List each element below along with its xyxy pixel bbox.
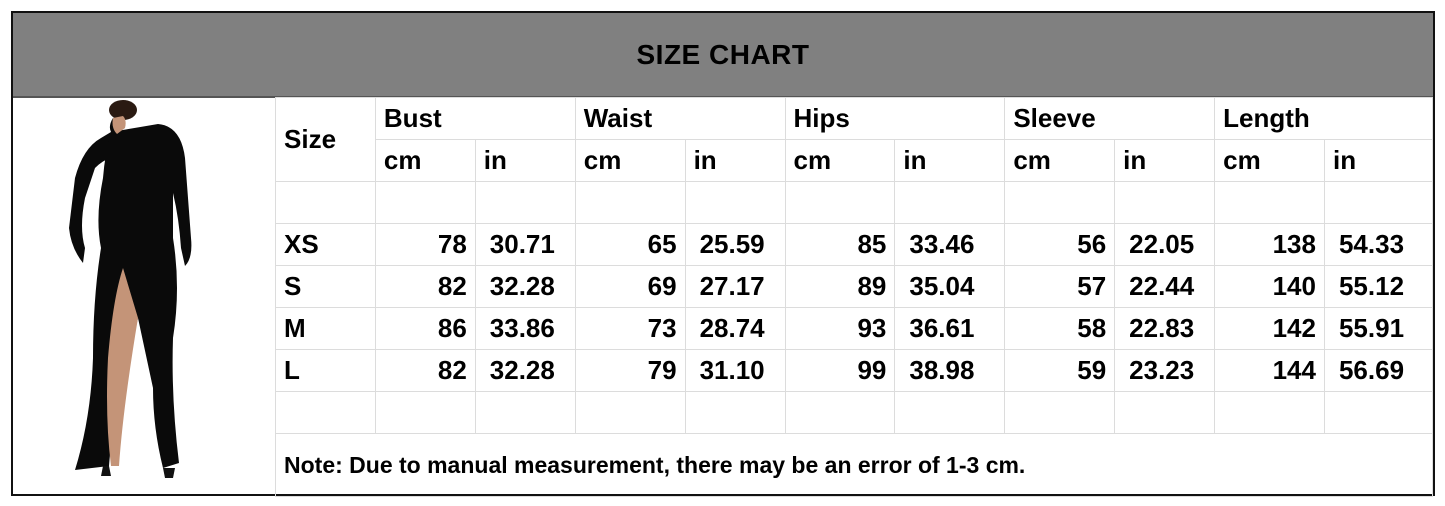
unit-in: in: [894, 139, 1006, 182]
cell-cm: 58: [1004, 307, 1116, 350]
cell-in: 32.28: [474, 349, 576, 392]
unit-cm: cm: [1214, 139, 1325, 182]
unit-cm: cm: [374, 139, 476, 182]
cell-in: 22.44: [1114, 265, 1216, 308]
cell-cm: 89: [784, 265, 896, 308]
size-table: Size Bust Waist Hips Sleeve Length cm in …: [275, 97, 1434, 497]
cell-in: 54.33: [1323, 223, 1434, 266]
cell-in: 25.59: [684, 223, 786, 266]
cell-in: 36.61: [894, 307, 1006, 350]
header-bust: Bust: [374, 97, 576, 140]
cell-in: 30.71: [474, 223, 576, 266]
dress-photo: [13, 98, 275, 494]
unit-in: in: [1323, 139, 1434, 182]
table-row: M 86 33.86 73 28.74 93 36.61 58 22.83 142 55.91: [275, 307, 1434, 350]
cell-in: 31.10: [684, 349, 786, 392]
header-length: Length: [1214, 97, 1433, 140]
cell-cm: 93: [784, 307, 896, 350]
unit-cm: cm: [1004, 139, 1116, 182]
empty-row: [275, 181, 1434, 224]
header-row: Size Bust Waist Hips Sleeve Length: [275, 97, 1433, 182]
size-header: Size: [275, 97, 376, 182]
cell-in: 22.05: [1114, 223, 1216, 266]
cell-cm: 82: [374, 265, 476, 308]
cell-cm: 59: [1004, 349, 1116, 392]
unit-cm: cm: [574, 139, 686, 182]
cell-cm: 57: [1004, 265, 1116, 308]
cell-cm: 73: [574, 307, 686, 350]
cell-cm: 86: [374, 307, 476, 350]
cell-cm: 56: [1004, 223, 1116, 266]
cell-cm: 78: [374, 223, 476, 266]
cell-cm: 65: [574, 223, 686, 266]
cell-in: 32.28: [474, 265, 576, 308]
cell-in: 56.69: [1323, 349, 1434, 392]
table-row: L 82 32.28 79 31.10 99 38.98 59 23.23 144 56.69: [275, 349, 1434, 392]
size-label: XS: [275, 223, 376, 266]
cell-cm: 144: [1214, 349, 1325, 392]
table-row: XS 78 30.71 65 25.59 85 33.46 56 22.05 138 54.33: [275, 223, 1434, 266]
cell-in: 38.98: [894, 349, 1006, 392]
cell-cm: 82: [374, 349, 476, 392]
cell-cm: 138: [1214, 223, 1325, 266]
header-sleeve: Sleeve: [1004, 97, 1216, 140]
header-hips: Hips: [784, 97, 1006, 140]
unit-in: in: [1114, 139, 1216, 182]
dress-icon: [69, 100, 192, 478]
header-waist: Waist: [574, 97, 786, 140]
table-row: S 82 32.28 69 27.17 89 35.04 57 22.44 140 55.12: [275, 265, 1434, 308]
cell-cm: 140: [1214, 265, 1325, 308]
cell-cm: 142: [1214, 307, 1325, 350]
unit-in: in: [684, 139, 786, 182]
cell-cm: 85: [784, 223, 896, 266]
title-bar: SIZE CHART: [13, 13, 1433, 98]
size-label: M: [275, 307, 376, 350]
cell-in: 55.12: [1323, 265, 1434, 308]
cell-in: 28.74: [684, 307, 786, 350]
cell-in: 33.86: [474, 307, 576, 350]
cell-cm: 79: [574, 349, 686, 392]
unit-cm: cm: [784, 139, 896, 182]
cell-in: 27.17: [684, 265, 786, 308]
size-label: S: [275, 265, 376, 308]
cell-in: 33.46: [894, 223, 1006, 266]
cell-in: 22.83: [1114, 307, 1216, 350]
note-row: Note: Due to manual measurement, there m…: [275, 433, 1433, 497]
unit-in: in: [474, 139, 576, 182]
size-label: L: [275, 349, 376, 392]
cell-in: 55.91: [1323, 307, 1434, 350]
note-text: Note: Due to manual measurement, there m…: [275, 433, 1433, 497]
cell-in: 35.04: [894, 265, 1006, 308]
unit-row: cm in cm in cm in cm in cm in: [276, 139, 1434, 182]
empty-row: [275, 391, 1434, 434]
size-chart: SIZE CHART Size Bust Waist Hips Sleeve L…: [11, 11, 1435, 497]
chart-title: SIZE CHART: [636, 38, 810, 70]
cell-cm: 99: [784, 349, 896, 392]
cell-in: 23.23: [1114, 349, 1216, 392]
cell-cm: 69: [574, 265, 686, 308]
